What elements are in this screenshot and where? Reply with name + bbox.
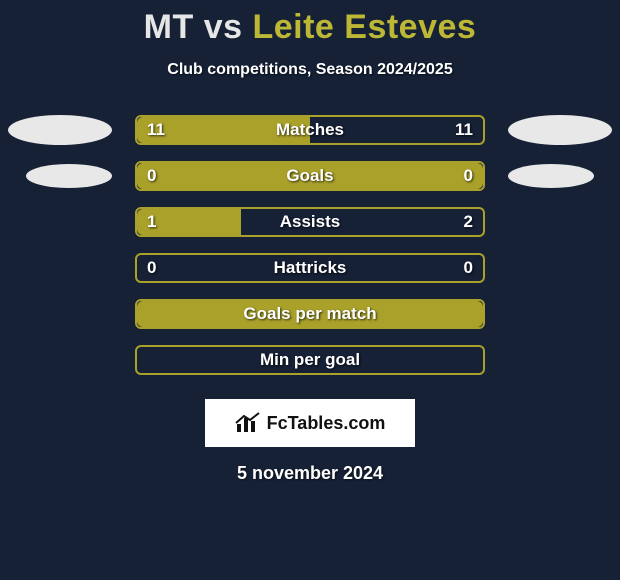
- stat-label: Hattricks: [137, 258, 483, 278]
- stat-value-left: 1: [147, 212, 156, 232]
- stat-rows: 1111Matches00Goals12Assists00HattricksGo…: [0, 115, 620, 375]
- stat-bar: 1111Matches: [135, 115, 485, 145]
- avatar-placeholder-right: [508, 115, 612, 145]
- vs-separator: vs: [194, 8, 253, 46]
- stat-value-right: 0: [464, 166, 473, 186]
- stat-value-right: 0: [464, 258, 473, 278]
- stat-row: Min per goal: [0, 345, 620, 375]
- stat-row: 00Goals: [0, 161, 620, 191]
- stat-bar: 0 0Hattricks: [135, 253, 485, 283]
- avatar-placeholder-left: [8, 115, 112, 145]
- stat-value-left: 0: [147, 258, 156, 278]
- comparison-panel: MT vs Leite Esteves Club competitions, S…: [0, 0, 620, 580]
- fctables-logo[interactable]: FcTables.com: [205, 399, 415, 447]
- bars-icon: [235, 412, 261, 434]
- subtitle: Club competitions, Season 2024/2025: [0, 61, 620, 79]
- avatar-placeholder-right: [508, 164, 594, 188]
- player1-name: MT: [144, 8, 194, 46]
- player2-name: Leite Esteves: [252, 8, 476, 46]
- stat-bar: Goals per match: [135, 299, 485, 329]
- date-label: 5 november 2024: [0, 463, 620, 484]
- stat-label: Min per goal: [137, 350, 483, 370]
- stat-row: Goals per match: [0, 299, 620, 329]
- stat-row: 12Assists: [0, 207, 620, 237]
- stat-bar: 00Goals: [135, 161, 485, 191]
- stat-value-left: 11: [147, 120, 165, 140]
- stat-row: 1111Matches: [0, 115, 620, 145]
- stat-bar: 12Assists: [135, 207, 485, 237]
- avatar-placeholder-left: [26, 164, 112, 188]
- stat-row: 0 0Hattricks: [0, 253, 620, 283]
- stat-value-right: 2: [464, 212, 473, 232]
- stat-value-right: 11: [455, 120, 473, 140]
- stat-bar-fill: [137, 163, 483, 189]
- stat-bar: Min per goal: [135, 345, 485, 375]
- stat-value-left: 0: [147, 166, 156, 186]
- stat-bar-fill: [137, 301, 483, 327]
- page-title: MT vs Leite Esteves: [0, 0, 620, 47]
- logo-text: FcTables.com: [267, 413, 386, 434]
